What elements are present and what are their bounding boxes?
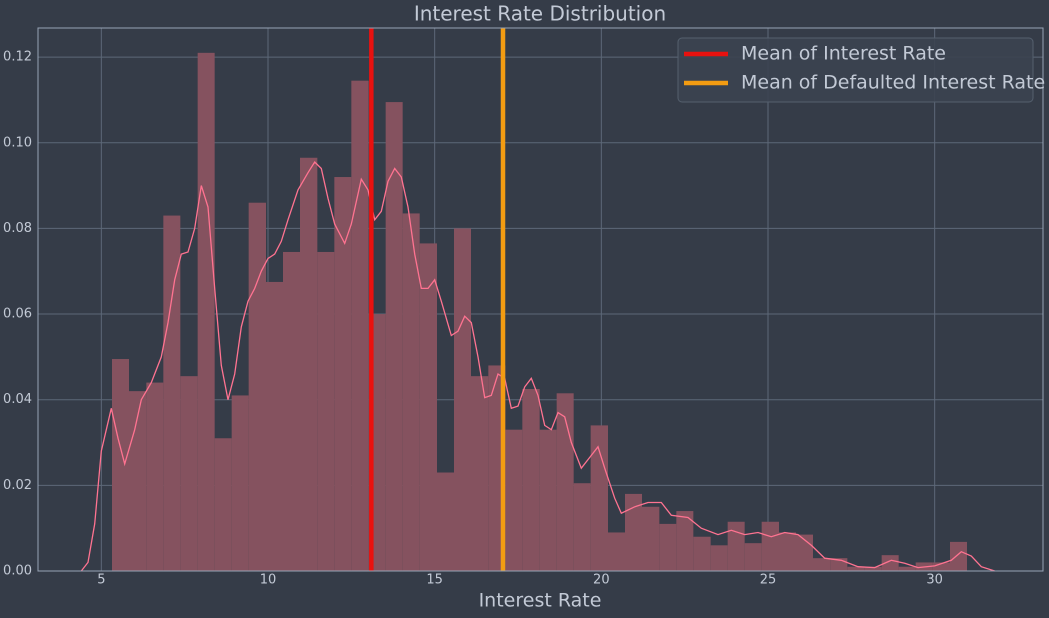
legend-box <box>677 37 1034 103</box>
bar <box>864 566 882 571</box>
bar <box>881 555 899 571</box>
bar <box>317 251 335 571</box>
bar <box>932 562 950 571</box>
legend-label: Mean of Defaulted Interest Rate <box>741 72 1045 94</box>
legend-label: Mean of Interest Rate <box>741 43 946 65</box>
bar <box>608 532 625 571</box>
bar <box>625 493 642 571</box>
bar <box>744 543 762 571</box>
bar <box>471 376 489 571</box>
kde-line <box>80 160 995 572</box>
y-tick-label: 0.04 <box>3 392 32 407</box>
y-tick-label: 0.02 <box>3 478 32 493</box>
x-tick-label: 25 <box>760 573 777 588</box>
y-tick-label: 0.12 <box>3 50 32 65</box>
x-tick-label: 30 <box>926 573 943 588</box>
bar <box>146 382 164 571</box>
y-tick-label: 0.06 <box>3 307 32 322</box>
bar <box>590 425 608 571</box>
bar <box>727 521 745 571</box>
bar <box>334 177 352 571</box>
y-tick-label: 0.00 <box>3 564 32 579</box>
bar <box>197 52 215 572</box>
bar <box>573 483 591 571</box>
bar <box>539 429 557 571</box>
bar <box>351 80 369 571</box>
x-tick-label: 15 <box>426 573 443 588</box>
bar <box>248 202 266 571</box>
bar <box>283 251 300 571</box>
bar <box>693 536 711 571</box>
bar <box>676 511 694 571</box>
bar <box>950 541 967 571</box>
bar <box>659 523 677 571</box>
x-tick-label: 10 <box>260 573 277 588</box>
bar <box>402 213 420 571</box>
bar <box>505 429 523 571</box>
x-tick-label: 5 <box>97 573 105 588</box>
bar <box>898 566 916 571</box>
chart-title: Interest Rate Distribution <box>414 2 666 26</box>
bar <box>454 228 471 571</box>
bar <box>813 558 831 571</box>
bar <box>112 359 129 571</box>
bar <box>710 545 728 571</box>
bar <box>231 395 249 571</box>
bar <box>214 438 232 571</box>
y-tick-label: 0.10 <box>3 135 32 150</box>
bar <box>761 521 779 571</box>
bar <box>642 506 660 571</box>
bar <box>847 566 865 571</box>
bar <box>163 215 181 572</box>
bar <box>437 472 454 571</box>
plot-frame <box>37 27 1044 572</box>
x-axis-label: Interest Rate <box>479 590 602 612</box>
y-tick-label: 0.08 <box>3 221 32 236</box>
bar <box>779 532 796 571</box>
bar <box>385 102 403 571</box>
bar <box>300 157 318 571</box>
bar <box>180 376 198 571</box>
x-tick-label: 20 <box>593 573 610 588</box>
bar <box>266 281 283 571</box>
bar <box>419 243 437 571</box>
bar <box>522 389 540 571</box>
